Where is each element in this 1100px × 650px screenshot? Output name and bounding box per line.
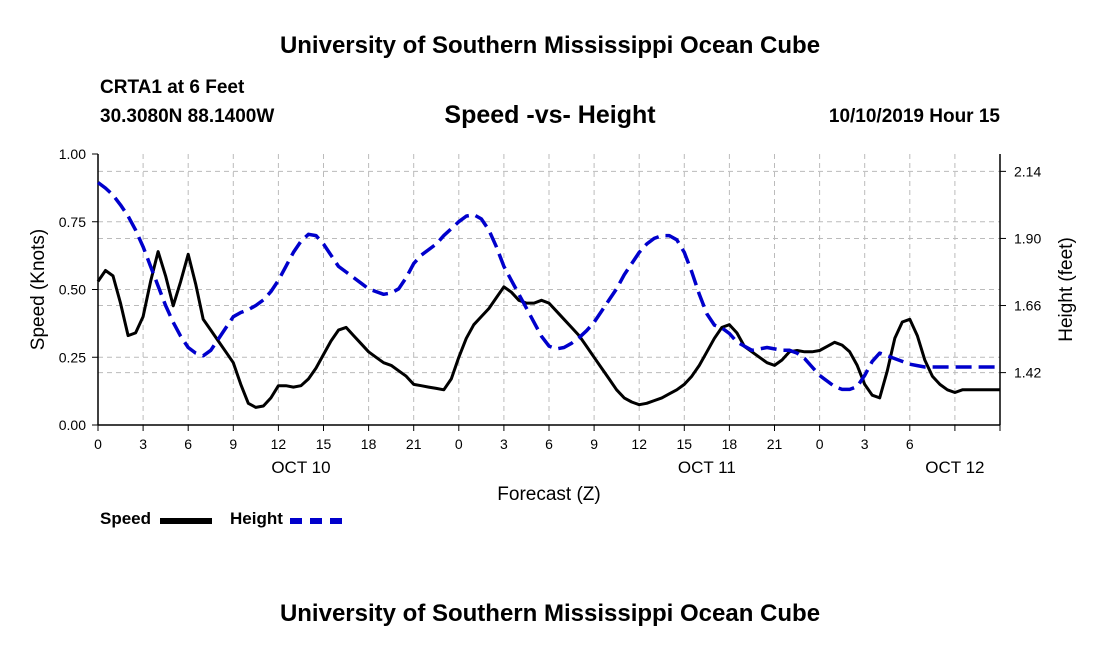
- x-axis-title: Forecast (Z): [497, 484, 600, 505]
- y-tick-label: 1.00: [59, 146, 86, 162]
- x-tick-label: 6: [184, 436, 192, 452]
- y-axis-title: Speed (Knots): [28, 229, 49, 350]
- x-tick-label: 0: [455, 436, 463, 452]
- x-tick-label: 12: [631, 436, 647, 452]
- x-tick-label: 9: [590, 436, 598, 452]
- x-tick-label: 18: [361, 436, 377, 452]
- y2-tick-label: 1.66: [1014, 298, 1041, 314]
- x-tick-label: 18: [722, 436, 738, 452]
- x-tick-label: 3: [139, 436, 147, 452]
- speed-series-line: [96, 250, 1000, 409]
- legend-height-swatch: [290, 518, 342, 524]
- legend-speed-swatch: [160, 518, 212, 524]
- x-tick-label: 15: [677, 436, 693, 452]
- x-tick-label: 3: [500, 436, 508, 452]
- y2-tick-label: 2.14: [1014, 163, 1041, 179]
- x-tick-label: 6: [906, 436, 914, 452]
- height-series-line: [96, 181, 1000, 392]
- x-date-label: OCT 10: [271, 458, 330, 477]
- station-coordinates: 30.3080N 88.1400W: [100, 106, 275, 127]
- y-tick-label: 0.00: [59, 417, 86, 433]
- x-date-label: OCT 12: [925, 458, 984, 477]
- y2-tick-label: 1.42: [1014, 365, 1041, 381]
- x-tick-label: 21: [767, 436, 783, 452]
- forecast-datetime: 10/10/2019 Hour 15: [828, 106, 1000, 127]
- legend-speed-label: Speed: [100, 509, 152, 528]
- x-tick-label: 9: [229, 436, 237, 452]
- x-tick-label: 0: [816, 436, 824, 452]
- x-date-label: OCT 11: [678, 458, 736, 477]
- station-name: CRTA1 at 6 Feet: [100, 77, 245, 98]
- y-tick-label: 0.50: [59, 282, 86, 298]
- x-tick-label: 12: [271, 436, 287, 452]
- x-tick-label: 6: [545, 436, 553, 452]
- x-tick-label: 15: [316, 436, 332, 452]
- chart-title: Speed -vs- Height: [444, 101, 656, 129]
- y2-axis-title: Height (feet): [1056, 237, 1077, 342]
- y-tick-label: 0.75: [59, 214, 86, 230]
- y2-tick-label: 1.90: [1014, 230, 1041, 246]
- y-tick-label: 0.25: [59, 349, 86, 365]
- x-tick-label: 21: [406, 436, 422, 452]
- x-tick-label: 3: [861, 436, 869, 452]
- page-title: University of Southern Mississippi Ocean…: [279, 32, 821, 59]
- x-tick-label: 0: [94, 436, 102, 452]
- footer-title: University of Southern Mississippi Ocean…: [279, 600, 821, 627]
- legend-height-label: Height: [230, 509, 283, 528]
